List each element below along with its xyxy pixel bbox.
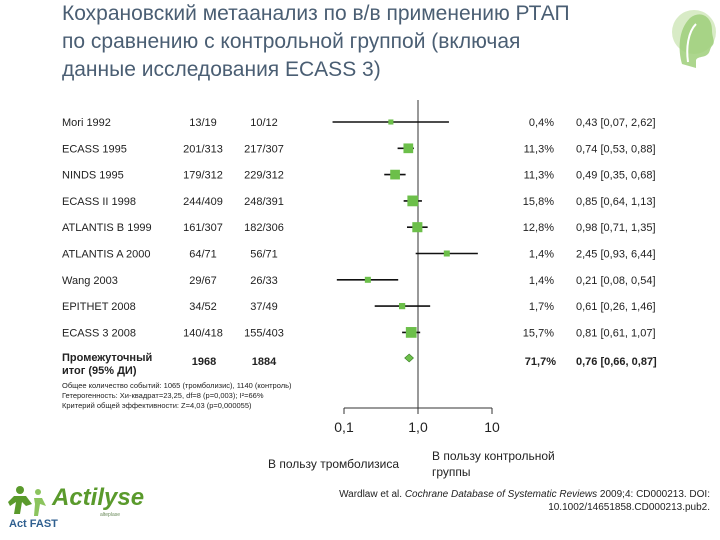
ci-text-8: 0,81 [0,61, 1,07]	[576, 327, 656, 339]
stats-line-1: Общее количество событий: 1065 (тромболи…	[62, 381, 292, 390]
study-label-6: Wang 2003	[62, 275, 118, 287]
ci-text-6: 0,21 [0,08, 0,54]	[576, 275, 656, 287]
title-line-2: по сравнению с контрольной группой (вклю…	[62, 30, 521, 53]
study-label-3: ECASS II 1998	[62, 196, 136, 208]
effect-marker-2	[390, 169, 400, 180]
treatment-events-3: 244/409	[183, 196, 223, 208]
brand-tiny: alteplase	[100, 512, 121, 518]
favours-left-label: В пользу тромболизиса	[268, 457, 400, 471]
weight-0: 0,4%	[529, 117, 554, 129]
weight-4: 12,8%	[523, 222, 554, 234]
study-label-2: NINDS 1995	[62, 170, 124, 182]
control-events-7: 37/49	[250, 301, 278, 313]
summary-stats: Общее количество событий: 1065 (тромболи…	[62, 381, 291, 411]
effect-marker-3	[407, 195, 419, 207]
study-label-4: ATLANTIS B 1999	[62, 222, 152, 234]
pooled-treatment: 1968	[191, 356, 217, 368]
brand-sub: Act FAST	[9, 518, 58, 530]
control-events-6: 26/33	[250, 275, 278, 287]
stats-line-2: Гетерогенность: Хи-квадрат=23,25, df=8 (…	[62, 391, 264, 400]
study-label-7: EPITHET 2008	[62, 301, 136, 313]
brand-name: Actilyse	[52, 484, 145, 511]
title-line-3: данные исследования ECASS 3)	[62, 58, 381, 81]
control-events-5: 56/71	[250, 249, 278, 261]
control-events-8: 155/403	[244, 327, 284, 339]
citation-authors: Wardlaw et al.	[339, 489, 403, 500]
control-events-4: 182/306	[244, 222, 284, 234]
citation: Wardlaw et al. Cochrane Database of Syst…	[250, 488, 710, 514]
pooled-label-line-2: итог (95% ДИ)	[62, 365, 137, 377]
ci-text-3: 0,85 [0,64, 1,13]	[576, 196, 656, 208]
study-label-1: ECASS 1995	[62, 143, 127, 155]
ci-text-7: 0,61 [0,26, 1,46]	[576, 301, 656, 313]
treatment-events-7: 34/52	[189, 301, 217, 313]
effect-marker-5	[443, 250, 450, 257]
pooled-ci-text: 0,76 [0,66, 0,87]	[576, 356, 657, 368]
actilyse-brand: Actilyse alteplase Act FAST	[8, 484, 148, 534]
study-label-5: ATLANTIS A 2000	[62, 249, 150, 261]
treatment-events-6: 29/67	[189, 275, 217, 287]
pooled-label: Промежуточный итог (95% ДИ)	[62, 352, 152, 378]
study-label-8: ECASS 3 2008	[62, 327, 136, 339]
treatment-events-8: 140/418	[183, 327, 223, 339]
effect-marker-4	[412, 222, 423, 233]
ci-text-4: 0,98 [0,71, 1,35]	[576, 222, 656, 234]
weight-2: 11,3%	[524, 170, 555, 182]
citation-doi: 10.1002/14651858.CD000213.pub2.	[548, 502, 710, 513]
control-events-0: 10/12	[250, 117, 278, 129]
title-line-1: Кохрановский метаанализ по в/в применени…	[62, 2, 570, 25]
effect-marker-7	[399, 302, 406, 310]
pooled-diamond	[404, 353, 414, 363]
weight-5: 1,4%	[529, 249, 554, 261]
treatment-events-5: 64/71	[189, 249, 217, 261]
pooled-control: 1884	[251, 356, 277, 368]
weight-6: 1,4%	[529, 275, 554, 287]
effect-marker-1	[403, 143, 414, 154]
ci-text-1: 0,74 [0,53, 0,88]	[576, 143, 656, 155]
citation-details: 2009;4: CD000213. DOI:	[599, 489, 710, 500]
weight-1: 11,3%	[524, 143, 555, 155]
actilyse-figure-icon	[8, 486, 46, 516]
x-tick-label-0: 0,1	[334, 419, 354, 435]
control-events-2: 229/312	[244, 170, 284, 182]
weight-7: 1,7%	[529, 301, 554, 313]
head-profile-logo-icon	[672, 10, 716, 68]
weight-8: 15,7%	[523, 327, 554, 339]
x-tick-label-1: 1,0	[408, 419, 428, 435]
effect-marker-6	[364, 276, 371, 283]
effect-marker-0	[388, 119, 394, 125]
citation-journal: Cochrane Database of Systematic Reviews	[404, 489, 598, 500]
control-events-3: 248/391	[244, 196, 284, 208]
ci-text-5: 2,45 [0,93, 6,44]	[576, 249, 656, 261]
ci-text-0: 0,43 [0,07, 2,62]	[576, 117, 656, 129]
effect-marker-8	[405, 327, 417, 338]
ci-text-2: 0,49 [0,35, 0,68]	[576, 170, 656, 182]
control-events-1: 217/307	[244, 143, 284, 155]
treatment-events-1: 201/313	[183, 143, 223, 155]
treatment-events-0: 13/19	[189, 117, 217, 129]
treatment-events-4: 161/307	[183, 222, 223, 234]
weight-3: 15,8%	[523, 196, 554, 208]
slide-title: Кохрановский метаанализ по в/в применени…	[62, 0, 672, 84]
treatment-events-2: 179/312	[183, 170, 223, 182]
favours-right-label: В пользу контрольной группы	[432, 449, 555, 479]
stats-line-3: Критерий общей эффективности: Z=4,03 (p=…	[62, 401, 252, 410]
pooled-label-line-1: Промежуточный	[62, 352, 153, 364]
study-label-0: Mori 1992	[62, 117, 111, 129]
pooled-weight: 71,7%	[524, 356, 556, 368]
x-tick-label-2: 10	[484, 419, 500, 435]
